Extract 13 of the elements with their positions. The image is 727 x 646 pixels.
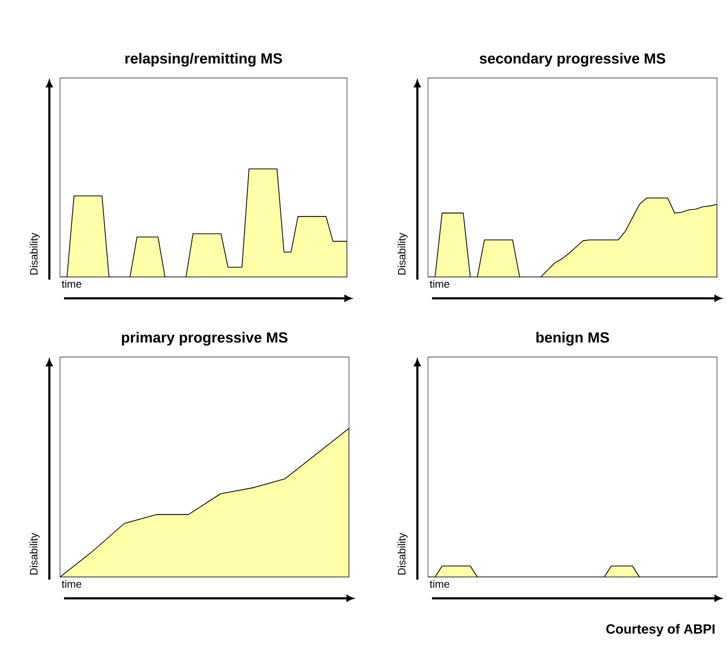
y-axis-title: Disability xyxy=(30,532,40,575)
chart-title: secondary progressive MS xyxy=(480,52,666,67)
x-axis-title: time xyxy=(430,580,450,588)
x-axis-title: time xyxy=(430,280,450,288)
text: Courtesy of ABPI xyxy=(606,624,715,636)
chart-title: relapsing/remitting MS xyxy=(125,52,282,67)
chart-title: primary progressive MS xyxy=(122,332,288,346)
chart-title: benign MS xyxy=(536,332,609,346)
x-axis-title: time xyxy=(62,580,82,588)
y-axis-title: Disability xyxy=(30,232,40,275)
x-axis-title: time xyxy=(62,280,82,288)
y-axis-title: Disability xyxy=(398,232,408,275)
y-axis-title: Disability xyxy=(398,532,408,575)
